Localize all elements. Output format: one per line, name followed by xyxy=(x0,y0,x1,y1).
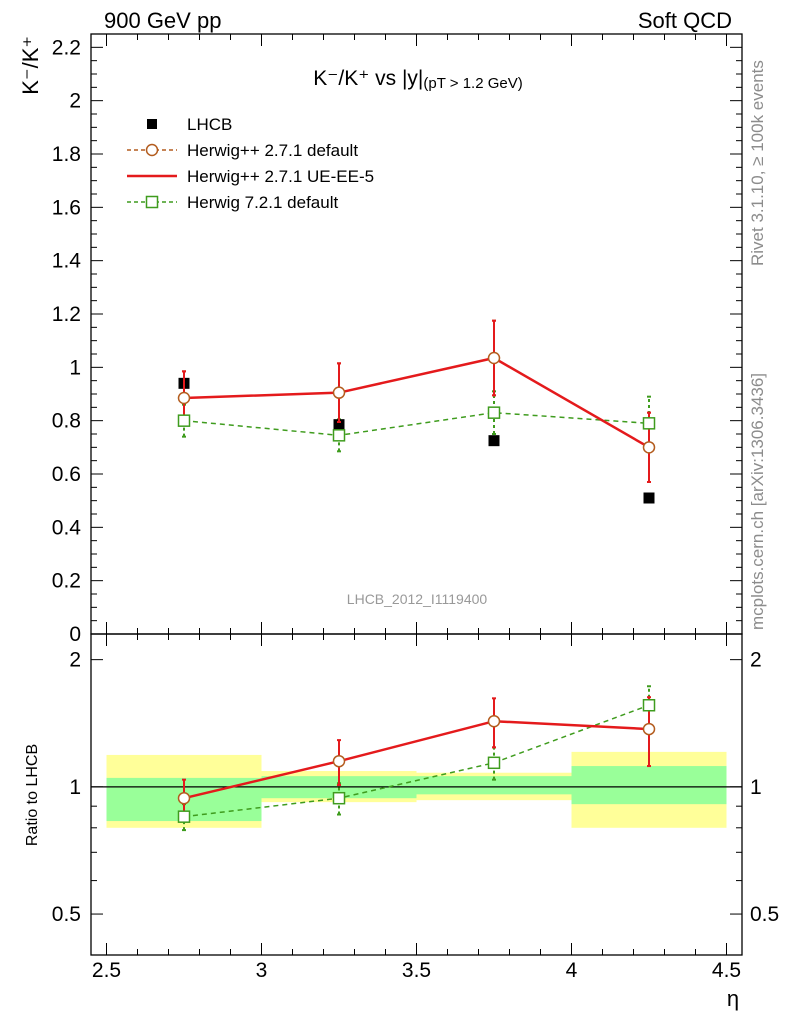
ratio-band-inner xyxy=(416,776,572,795)
chart-title: K⁻/K⁺ vs |y|(pT > 1.2 GeV) xyxy=(313,67,522,92)
h7-line xyxy=(183,411,650,437)
h7-point xyxy=(177,414,191,427)
ratio-tick-label-right: 0.5 xyxy=(750,903,779,926)
hue-line xyxy=(183,356,650,449)
legend-hdef-marker xyxy=(145,143,159,157)
x-tick-label: 4 xyxy=(566,959,578,982)
y-tick-label: 0 xyxy=(69,623,81,646)
header-left: 900 GeV pp xyxy=(104,8,222,33)
hue-ratio-line xyxy=(183,719,650,800)
x-tick-label: 2.5 xyxy=(92,959,121,982)
y-tick-label: 1 xyxy=(69,356,81,379)
hdef-line xyxy=(183,357,650,448)
h7-point xyxy=(487,406,501,419)
y-axis-label: K⁻/K⁺ xyxy=(18,36,43,95)
y-tick-label: 0.2 xyxy=(52,570,81,593)
lhcb-point xyxy=(643,492,655,504)
legend-entry: Herwig++ 2.7.1 default xyxy=(187,141,358,160)
hdef-point xyxy=(487,351,501,365)
y-tick-label: 2.2 xyxy=(52,36,81,59)
h7-point xyxy=(642,417,656,430)
legend-entry: Herwig++ 2.7.1 UE-EE-5 xyxy=(187,167,374,186)
ratio-tick-label-right: 2 xyxy=(750,649,762,672)
hdef-ratio-point xyxy=(642,722,656,736)
x-tick-label: 4.5 xyxy=(712,959,741,982)
ratio-tick-label-left: 0.5 xyxy=(52,903,81,926)
y-tick-label: 0.6 xyxy=(52,463,81,486)
h7-ratio-point xyxy=(332,791,346,805)
ratio-tick-label-right: 1 xyxy=(750,776,762,799)
h7-ratio-point xyxy=(177,810,191,823)
y-tick-label: 1.8 xyxy=(52,143,81,166)
ratio-tick-label-left: 2 xyxy=(69,649,81,672)
legend-lhcb-marker xyxy=(147,119,157,129)
x-tick-label: 3.5 xyxy=(402,959,431,982)
hdef-point xyxy=(177,391,191,405)
x-tick-label: 3 xyxy=(256,959,268,982)
hdef-ratio-point xyxy=(487,714,501,728)
ratio-band-inner xyxy=(571,766,727,805)
ratio-tick-label-left: 1 xyxy=(69,776,81,799)
header-right: Soft QCD xyxy=(637,8,732,33)
lhcb-point xyxy=(488,435,500,447)
ratio-axis-label: Ratio to LHCB xyxy=(24,744,41,846)
y-tick-label: 1.2 xyxy=(52,303,81,326)
y-tick-label: 0.4 xyxy=(52,516,82,539)
y-tick-label: 1.6 xyxy=(52,196,81,219)
x-axis-label: η xyxy=(727,986,739,1011)
hdef-ratio-point xyxy=(332,754,346,768)
legend-h7-marker xyxy=(145,195,159,209)
legend-entry: LHCB xyxy=(187,115,232,134)
h7-ratio-point xyxy=(487,756,501,770)
legend-entry: Herwig 7.2.1 default xyxy=(187,193,338,212)
hdef-point xyxy=(642,441,656,454)
y-tick-label: 1.4 xyxy=(52,250,82,273)
y-tick-label: 2 xyxy=(69,90,81,113)
y-tick-label: 0.8 xyxy=(52,410,81,433)
h7-ratio-line xyxy=(183,704,650,818)
h7-point xyxy=(332,429,346,442)
hdef-point xyxy=(332,386,346,399)
analysis-tag: LHCB_2012_I1119400 xyxy=(347,591,488,607)
lhcb-point xyxy=(333,419,345,431)
hdef-ratio-point xyxy=(177,791,191,805)
h7-ratio-point xyxy=(642,698,656,712)
